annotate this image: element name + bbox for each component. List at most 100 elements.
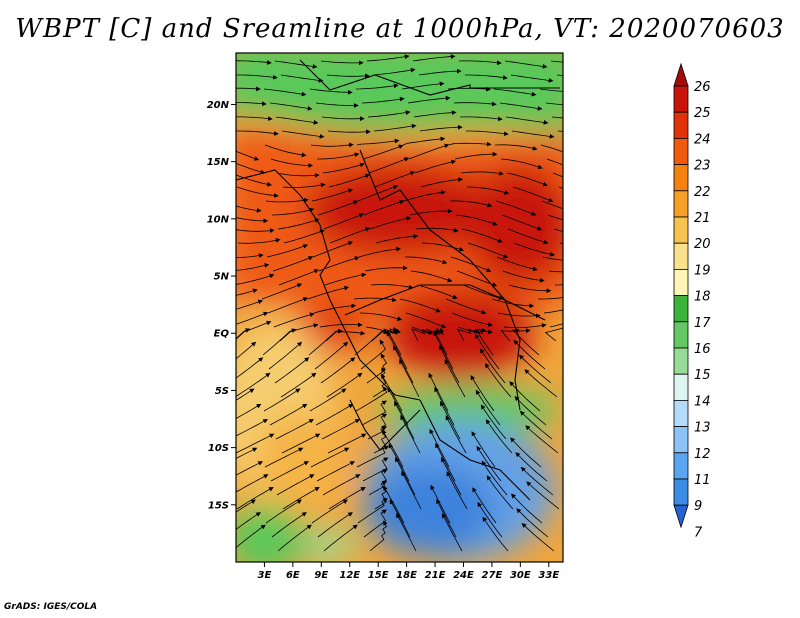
streamline — [323, 524, 358, 552]
lon-tick-label: 30E — [510, 570, 531, 581]
streamline — [282, 182, 326, 188]
streamline — [400, 414, 421, 454]
streamline — [460, 171, 504, 176]
streamline — [236, 130, 279, 136]
streamline — [481, 460, 508, 496]
colorbar-swatch — [673, 268, 689, 296]
streamline — [383, 485, 405, 524]
streamline — [281, 130, 325, 139]
streamline — [236, 205, 262, 213]
streamline — [387, 387, 409, 426]
streamline — [236, 263, 270, 271]
streamline — [409, 208, 453, 216]
colorbar-swatch — [673, 242, 689, 270]
longitude-axis: 3E 6E 9E 12E 15E 18E 21E 24E 27E 30E 33E — [258, 562, 559, 581]
streamline — [466, 186, 510, 195]
lat-tick-label: 10N — [207, 214, 230, 225]
chart-title: WBPT [C] and Sreamline at 1000hPa, VT: 2… — [15, 14, 785, 44]
streamline — [550, 60, 563, 63]
streamline — [546, 158, 563, 166]
streamline — [309, 88, 353, 95]
colorbar: 26 25 24 23 22 21 20 19 18 17 16 15 14 13 12 11 9 7 — [673, 62, 711, 540]
streamline — [470, 375, 495, 412]
streamline — [399, 298, 441, 313]
streamline — [368, 157, 410, 174]
streamline — [317, 152, 360, 160]
streamline — [236, 101, 267, 107]
streamline — [419, 124, 463, 132]
lon-tick-label: 33E — [538, 570, 559, 581]
streamline — [263, 88, 307, 97]
streamline — [396, 512, 417, 552]
streamline — [455, 214, 498, 226]
streamline — [499, 102, 543, 111]
streamline — [434, 386, 455, 426]
streamline — [436, 498, 457, 538]
streamline — [509, 381, 541, 412]
streamline — [319, 322, 363, 328]
streamline — [405, 312, 447, 329]
streamline — [554, 284, 563, 286]
colorbar-label: 25 — [694, 106, 711, 121]
streamline — [363, 509, 387, 538]
streamline — [274, 357, 310, 384]
streamline — [439, 344, 460, 384]
streamline — [524, 369, 558, 398]
colorbar-swatch — [673, 111, 689, 139]
streamline — [236, 86, 261, 92]
streamline — [315, 403, 354, 426]
streamline — [321, 419, 361, 440]
colorbar-label: 26 — [694, 80, 711, 95]
streamline — [418, 68, 462, 76]
streamline — [510, 74, 554, 83]
streamline — [236, 474, 269, 493]
streamline — [237, 238, 281, 244]
streamline — [280, 372, 317, 398]
streamline — [474, 333, 500, 370]
streamline — [500, 328, 531, 342]
lat-tick-label: 15N — [207, 157, 230, 168]
lon-tick-label: 24E — [453, 570, 474, 581]
streamline — [408, 143, 450, 160]
streamline — [553, 228, 563, 232]
streamline — [267, 297, 309, 314]
streamline — [410, 270, 453, 283]
streamline — [402, 136, 446, 146]
colorbar-swatch — [673, 85, 689, 113]
streamline — [456, 328, 480, 342]
lat-tick-label: 10S — [208, 443, 229, 454]
streamline — [364, 265, 408, 272]
streamline — [236, 461, 264, 476]
streamline — [324, 272, 367, 286]
streamline — [412, 54, 456, 62]
streamline — [276, 172, 320, 178]
streamline — [543, 309, 563, 314]
streamline — [363, 199, 405, 216]
streamline — [372, 67, 416, 76]
streamline — [270, 158, 314, 168]
streamline — [461, 228, 503, 243]
streamline — [486, 475, 514, 510]
streamline — [310, 142, 354, 148]
streamline — [501, 214, 543, 231]
streamline — [540, 144, 563, 153]
streamline — [236, 499, 256, 513]
streamline — [494, 144, 538, 151]
streamline — [262, 328, 297, 356]
streamline — [380, 373, 403, 412]
streamline — [544, 327, 563, 342]
lon-tick-label: 9E — [314, 570, 328, 581]
streamline — [261, 283, 303, 300]
streamline — [526, 481, 560, 510]
streamline — [375, 233, 419, 244]
streamline — [502, 270, 545, 283]
streamline — [500, 158, 543, 170]
streamline — [403, 190, 446, 202]
streamline — [374, 171, 416, 188]
streamline — [264, 144, 307, 158]
streamline — [374, 480, 388, 510]
streamline — [359, 312, 403, 321]
streamline — [317, 200, 359, 216]
colorbar-swatch — [673, 190, 689, 218]
streamline — [354, 329, 389, 356]
